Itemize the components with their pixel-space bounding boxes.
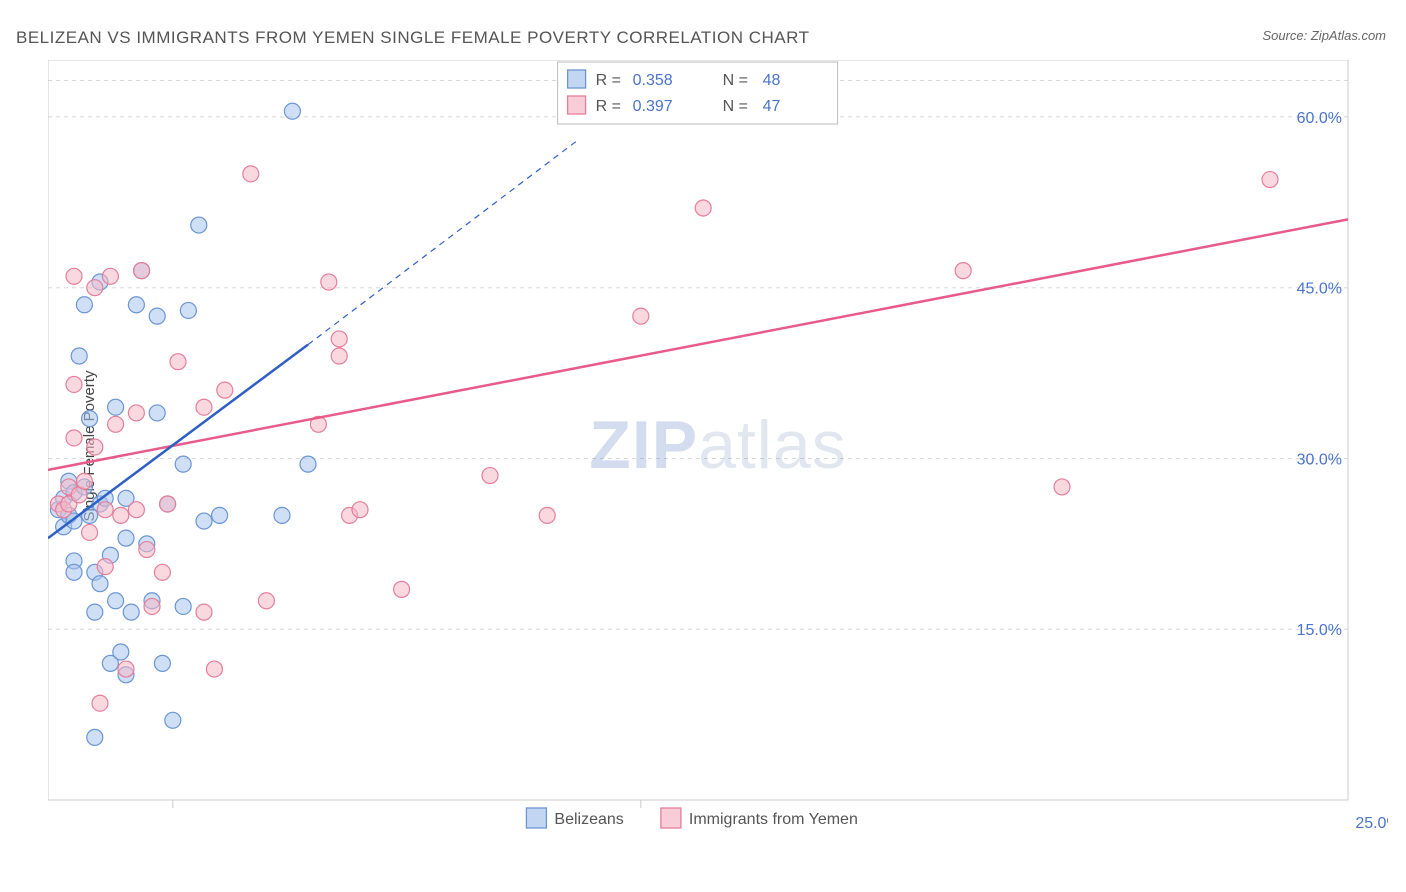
chart-svg: 15.0%30.0%45.0%60.0%0.0%25.0%BelizeansIm…	[48, 60, 1388, 870]
scatter-point	[144, 598, 160, 614]
scatter-point	[175, 456, 191, 472]
scatter-point	[180, 302, 196, 318]
scatter-point	[955, 263, 971, 279]
scatter-point	[118, 530, 134, 546]
scatter-point	[82, 411, 98, 427]
scatter-point	[82, 524, 98, 540]
scatter-point	[92, 576, 108, 592]
legend-swatch	[526, 808, 546, 828]
scatter-point	[87, 604, 103, 620]
y-tick-label: 30.0%	[1297, 451, 1342, 468]
stats-n-label: N =	[723, 98, 748, 115]
scatter-point	[97, 502, 113, 518]
scatter-point	[66, 564, 82, 580]
scatter-point	[160, 496, 176, 512]
scatter-point	[1054, 479, 1070, 495]
scatter-point	[118, 661, 134, 677]
scatter-point	[128, 502, 144, 518]
y-tick-label: 45.0%	[1297, 281, 1342, 298]
scatter-point	[170, 354, 186, 370]
plot-area: ZIPatlas 15.0%30.0%45.0%60.0%0.0%25.0%Be…	[48, 60, 1388, 830]
legend-swatch	[661, 808, 681, 828]
scatter-point	[113, 507, 129, 523]
source-label: Source: ZipAtlas.com	[1262, 28, 1386, 43]
scatter-point	[695, 200, 711, 216]
scatter-point	[331, 348, 347, 364]
scatter-point	[300, 456, 316, 472]
scatter-point	[66, 430, 82, 446]
scatter-point	[87, 439, 103, 455]
scatter-point	[97, 559, 113, 575]
chart-container: BELIZEAN VS IMMIGRANTS FROM YEMEN SINGLE…	[0, 0, 1406, 892]
legend-label: Belizeans	[554, 811, 623, 828]
y-tick-label: 15.0%	[1297, 622, 1342, 639]
scatter-point	[71, 348, 87, 364]
scatter-point	[149, 405, 165, 421]
scatter-point	[108, 416, 124, 432]
scatter-point	[191, 217, 207, 233]
scatter-point	[217, 382, 233, 398]
scatter-point	[134, 263, 150, 279]
scatter-point	[139, 542, 155, 558]
chart-title: BELIZEAN VS IMMIGRANTS FROM YEMEN SINGLE…	[16, 28, 809, 48]
scatter-point	[128, 297, 144, 313]
scatter-point	[66, 376, 82, 392]
stats-swatch	[568, 96, 586, 114]
scatter-point	[331, 331, 347, 347]
scatter-point	[154, 564, 170, 580]
stats-n-value: 48	[763, 72, 781, 89]
stats-r-label: R =	[596, 98, 621, 115]
scatter-point	[274, 507, 290, 523]
scatter-point	[92, 695, 108, 711]
stats-r-value: 0.358	[633, 72, 673, 89]
scatter-point	[175, 598, 191, 614]
scatter-point	[352, 502, 368, 518]
stats-n-value: 47	[763, 98, 781, 115]
scatter-point	[212, 507, 228, 523]
scatter-point	[149, 308, 165, 324]
scatter-point	[258, 593, 274, 609]
scatter-point	[633, 308, 649, 324]
trend-line-belizeans-solid	[48, 345, 308, 539]
y-tick-label: 60.0%	[1297, 110, 1342, 127]
stats-n-label: N =	[723, 72, 748, 89]
stats-r-value: 0.397	[633, 98, 673, 115]
scatter-point	[76, 297, 92, 313]
scatter-point	[539, 507, 555, 523]
scatter-point	[128, 405, 144, 421]
scatter-point	[206, 661, 222, 677]
scatter-point	[196, 513, 212, 529]
scatter-point	[482, 468, 498, 484]
scatter-point	[87, 729, 103, 745]
scatter-point	[284, 103, 300, 119]
x-tick-label: 25.0%	[1355, 815, 1388, 832]
scatter-point	[87, 280, 103, 296]
scatter-point	[113, 644, 129, 660]
scatter-point	[394, 581, 410, 597]
trend-line-yemen	[48, 219, 1348, 469]
stats-r-label: R =	[596, 72, 621, 89]
trend-line-belizeans-dash	[308, 140, 578, 345]
scatter-point	[123, 604, 139, 620]
scatter-point	[1262, 172, 1278, 188]
scatter-point	[243, 166, 259, 182]
scatter-point	[108, 593, 124, 609]
scatter-point	[102, 268, 118, 284]
scatter-point	[196, 399, 212, 415]
scatter-point	[76, 473, 92, 489]
scatter-point	[165, 712, 181, 728]
legend-label: Immigrants from Yemen	[689, 811, 858, 828]
scatter-point	[66, 268, 82, 284]
scatter-point	[154, 655, 170, 671]
scatter-point	[321, 274, 337, 290]
scatter-point	[108, 399, 124, 415]
stats-swatch	[568, 70, 586, 88]
scatter-point	[196, 604, 212, 620]
